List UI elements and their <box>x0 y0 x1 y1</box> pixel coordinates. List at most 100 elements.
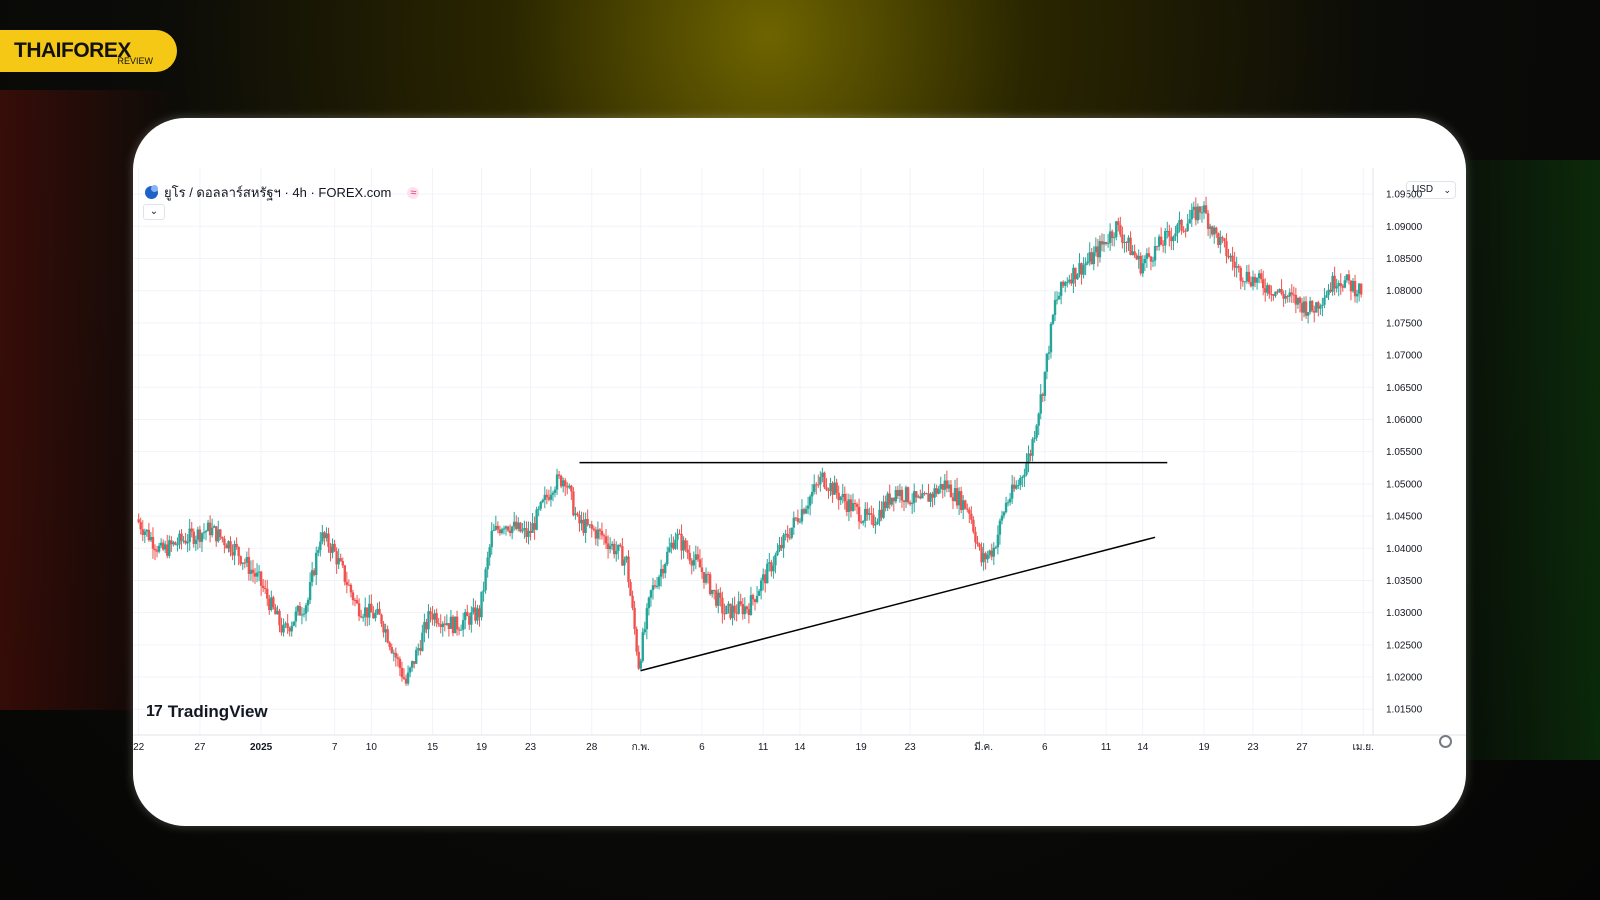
candle-body-down <box>355 600 359 604</box>
candle-body-down <box>400 668 404 678</box>
candle-body-up <box>1017 484 1020 486</box>
candle-body-up <box>717 592 720 606</box>
candle-body-down <box>437 623 440 625</box>
candle-body-up <box>937 488 940 494</box>
candle-body-down <box>582 519 585 533</box>
candle-body-up <box>643 629 647 633</box>
candle-body-up <box>568 485 571 488</box>
candle-body-up <box>1108 231 1112 243</box>
candle-body-up <box>523 528 526 530</box>
candle-body-down <box>559 475 563 487</box>
candle-body-up <box>1188 219 1191 224</box>
candle-body-down <box>572 491 575 516</box>
candle-body-down <box>496 525 500 530</box>
candle-body-down <box>733 605 736 613</box>
candle-body-up <box>202 532 206 534</box>
candle-body-up <box>1274 291 1277 296</box>
candle-body-down <box>1180 219 1183 231</box>
candle-body-up <box>1010 484 1014 499</box>
candle-body-up <box>759 580 763 592</box>
candle-body-down <box>896 489 900 496</box>
candle-body-down <box>1198 206 1202 213</box>
candle-body-down <box>1237 266 1240 268</box>
candle-body-down <box>506 526 510 531</box>
candle-body-down <box>429 611 432 615</box>
candle-body-up <box>806 505 810 509</box>
candle-body-down <box>268 598 271 611</box>
candle-body-up <box>641 632 644 661</box>
candle-body-up <box>755 595 759 603</box>
candle-body-up <box>537 508 540 510</box>
chart-card: 1.01500 1.02000 1.02500 1.03000 1.03500 1.040… <box>133 118 1466 826</box>
candle-body-down <box>333 543 336 552</box>
candle-body-up <box>1145 253 1149 259</box>
candle-body-up <box>649 590 653 598</box>
candle-body-up <box>374 613 377 619</box>
x-tick-label: 6 <box>1042 742 1048 753</box>
x-tick-label: เม.ย. <box>1352 742 1373 753</box>
candle-body-down <box>1159 236 1163 245</box>
candle-body-down <box>1264 288 1267 293</box>
candle-body-up <box>933 488 936 498</box>
candle-body-down <box>1029 453 1032 456</box>
candle-body-down <box>327 533 330 547</box>
candle-body-up <box>512 521 516 527</box>
candle-body-down <box>915 491 918 498</box>
y-tick-label: 1.08000 <box>1386 286 1423 297</box>
collapse-legend-button[interactable]: ⌄ <box>143 204 165 220</box>
candle-body-up <box>210 527 214 536</box>
tradingview-mark-icon: 17 <box>146 703 163 720</box>
candle-body-up <box>994 547 998 549</box>
settings-gear-icon[interactable] <box>1439 735 1452 748</box>
candle-body-up <box>913 491 916 503</box>
candle-body-down <box>1353 281 1357 297</box>
candle-body-down <box>425 621 428 630</box>
candle-body-up <box>194 539 198 544</box>
candle-body-down <box>447 623 451 629</box>
candle-body-down <box>678 533 681 535</box>
candle-body-up <box>502 528 506 530</box>
x-tick-label: 22 <box>133 742 145 753</box>
candle-body-down <box>247 557 251 574</box>
candle-body-up <box>1098 241 1102 258</box>
currency-selector[interactable]: USD ⌄ <box>1406 181 1456 199</box>
candle-body-down <box>272 597 275 608</box>
y-tick-label: 1.05000 <box>1386 479 1423 490</box>
candle-body-up <box>321 532 324 542</box>
candle-body-down <box>474 607 477 621</box>
candle-body-down <box>1286 296 1289 298</box>
candle-body-down <box>219 529 222 538</box>
candle-body-up <box>1335 286 1338 289</box>
candle-body-up <box>647 597 651 609</box>
candle-body-down <box>972 519 975 532</box>
candle-body-up <box>1343 280 1347 288</box>
x-tick-label: 27 <box>194 742 206 753</box>
candle-body-up <box>488 547 491 558</box>
candle-body-down <box>688 552 691 561</box>
candle-body-up <box>145 529 149 532</box>
candle-body-up <box>480 591 483 618</box>
candle-body-up <box>1004 502 1008 513</box>
candle-body-down <box>1227 255 1230 258</box>
candle-body-up <box>561 480 565 487</box>
candle-body-down <box>1313 310 1316 313</box>
candle-body-down <box>1329 289 1332 292</box>
candle-body-up <box>1039 394 1042 414</box>
candle-body-down <box>1096 246 1100 258</box>
candle-body-up <box>1321 304 1324 306</box>
candle-body-down <box>229 541 232 553</box>
candle-body-up <box>459 629 463 631</box>
candle-body-down <box>1292 294 1296 296</box>
candle-body-up <box>464 612 467 621</box>
candle-body-up <box>1021 477 1024 479</box>
candle-body-down <box>139 522 142 530</box>
x-tick-label: 19 <box>476 742 488 753</box>
candle-body-down <box>1184 230 1187 232</box>
indicator-wave-icon[interactable]: ≈ <box>407 186 420 199</box>
candle-body-up <box>1015 485 1018 489</box>
symbol-title[interactable]: ยูโร / ดอลลาร์สหรัฐฯ · 4h · FOREX.com <box>164 185 392 200</box>
candle-body-down <box>672 542 675 549</box>
price-chart[interactable]: 1.01500 1.02000 1.02500 1.03000 1.03500 1.040… <box>133 118 1466 826</box>
candle-body-up <box>829 483 832 491</box>
candle-body-up <box>623 559 626 566</box>
